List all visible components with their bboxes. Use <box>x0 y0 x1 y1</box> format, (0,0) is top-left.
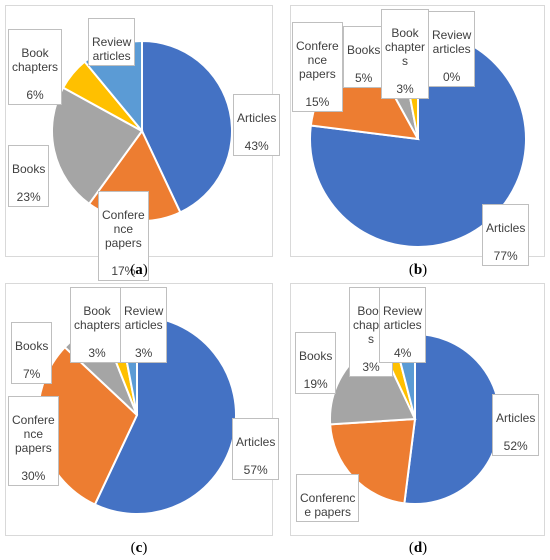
callout-books-a: Books 23% <box>8 145 50 207</box>
callout-label: Review articles <box>92 35 132 63</box>
callout-review-articles-c: Review articles 3% <box>120 287 168 363</box>
callout-label: Book chapters <box>12 46 59 74</box>
callout-pct: 3% <box>362 360 380 374</box>
caption-a: (a) <box>130 262 148 278</box>
callout-label: Books <box>12 162 46 176</box>
callout-articles-a: Articles 43% <box>233 94 281 156</box>
callout-label: Books <box>347 43 381 57</box>
callout-label: Confere nce papers <box>12 413 55 455</box>
callout-label: Confere nce papers <box>102 208 145 250</box>
callout-review-articles-b: Review articles 0% <box>428 11 476 87</box>
callout-conference-papers-c: Confere nce papers 30% <box>8 396 59 486</box>
callout-pct: 3% <box>135 346 153 360</box>
callout-pct: 0% <box>443 70 461 84</box>
callout-pct: 5% <box>355 71 373 85</box>
caption-c: (c) <box>130 540 148 556</box>
callout-pct: 77% <box>493 249 518 263</box>
callout-pct: 3% <box>396 82 414 96</box>
callout-label: Book chapter s <box>385 26 426 68</box>
callout-review-articles-d: Review articles 4% <box>379 287 427 363</box>
callout-label: Books <box>15 339 49 353</box>
callout-label: Confere nce papers <box>296 39 339 81</box>
callout-pct: 6% <box>26 88 44 102</box>
callout-label: Articles <box>486 221 526 235</box>
callout-label: Conferenc e papers <box>300 491 356 519</box>
caption-d: (d) <box>408 540 428 556</box>
callout-conference-papers-b: Confere nce papers 15% <box>292 22 343 112</box>
callout-book-chapters-c: Book chapters 3% <box>70 287 125 363</box>
caption-letter: d <box>413 540 423 556</box>
callout-pct: 30% <box>21 469 46 483</box>
pie-slice-articles-a <box>141 39 233 214</box>
callout-pct: 15% <box>305 95 330 109</box>
caption-letter: b <box>413 262 423 278</box>
chart-panel-a: Articles 43% Confere nce papers 17% Book… <box>5 5 281 281</box>
callout-book-chapters-a: Book chapters 6% <box>8 29 63 105</box>
callout-label: Review articles <box>383 304 423 332</box>
callout-pct: 57% <box>243 463 268 477</box>
callout-label: Book chapters <box>74 304 121 332</box>
callout-pct: 7% <box>23 367 41 381</box>
callout-label: Books <box>299 349 333 363</box>
chart-panel-b: Articles 77% Confere nce papers 15% Book… <box>290 5 545 266</box>
callout-books-b: Books 5% <box>343 26 385 88</box>
callout-pct: 19% <box>303 377 328 391</box>
callout-review-articles-a: Review articles <box>88 18 136 66</box>
callout-label: Review articles <box>124 304 164 332</box>
callout-books-d: Books 19% <box>295 332 337 394</box>
chart-panel-c: Articles 57% Confere nce papers 30% Book… <box>5 283 280 536</box>
callout-articles-c: Articles 57% <box>232 418 280 480</box>
callout-pct: 17% <box>111 264 136 278</box>
caption-b: (b) <box>408 262 428 278</box>
callout-label: Articles <box>496 411 536 425</box>
pie-chart-d <box>329 332 501 505</box>
chart-panel-d: Articles 52% Conferenc e papers Books 19… <box>290 283 545 536</box>
callout-books-c: Books 7% <box>11 322 53 384</box>
callout-pct: 3% <box>88 346 106 360</box>
callout-conference-papers-d: Conferenc e papers <box>296 474 360 522</box>
callout-label: Articles <box>236 435 276 449</box>
callout-pct: 4% <box>394 346 412 360</box>
callout-pct: 23% <box>16 190 41 204</box>
callout-pct: 43% <box>244 139 269 153</box>
caption-letter: c <box>135 540 143 556</box>
caption-letter: a <box>135 262 143 278</box>
callout-articles-b: Articles 77% <box>482 204 530 266</box>
callout-conference-papers-a: Confere nce papers 17% <box>98 191 149 281</box>
callout-articles-d: Articles 52% <box>492 394 540 456</box>
callout-book-chapters-b: Book chapter s 3% <box>381 9 430 99</box>
callout-pct: 52% <box>503 439 528 453</box>
callout-label: Articles <box>237 111 277 125</box>
callout-label: Review articles <box>432 28 472 56</box>
